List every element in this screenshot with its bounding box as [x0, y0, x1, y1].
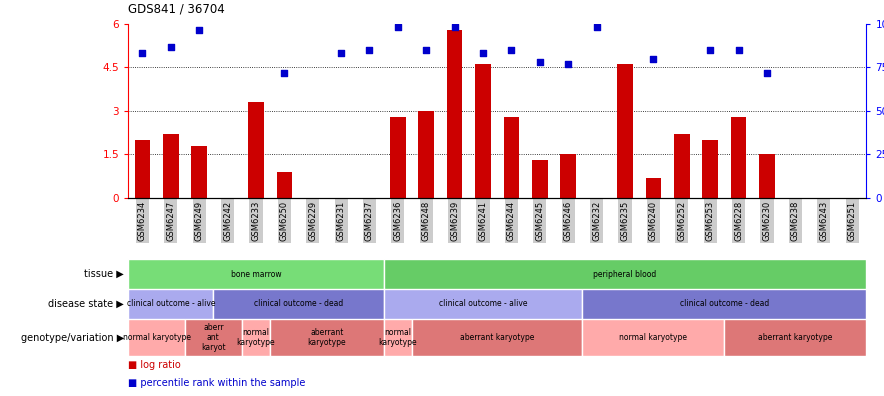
Bar — [418, 111, 434, 198]
Bar — [532, 160, 548, 198]
Bar — [248, 102, 263, 198]
Bar — [724, 319, 866, 356]
Bar — [446, 30, 462, 198]
Point — [561, 61, 575, 68]
Bar — [128, 289, 213, 319]
Point — [278, 70, 292, 76]
Text: GDS841 / 36704: GDS841 / 36704 — [128, 3, 225, 16]
Text: normal karyotype: normal karyotype — [620, 333, 688, 342]
Point — [391, 23, 405, 30]
Text: normal karyotype: normal karyotype — [123, 333, 191, 342]
Bar — [384, 319, 412, 356]
Bar — [213, 289, 384, 319]
Bar — [384, 289, 583, 319]
Text: clinical outcome - dead: clinical outcome - dead — [254, 299, 343, 308]
Bar — [412, 319, 583, 356]
Point — [646, 55, 660, 62]
Bar — [128, 259, 384, 289]
Bar — [128, 319, 185, 356]
Text: disease state ▶: disease state ▶ — [48, 299, 124, 309]
Point — [334, 50, 348, 56]
Text: normal
karyotype: normal karyotype — [378, 328, 417, 347]
Point — [447, 23, 461, 30]
Bar — [271, 319, 384, 356]
Bar — [617, 65, 633, 198]
Point — [590, 23, 604, 30]
Point — [703, 47, 717, 53]
Text: peripheral blood: peripheral blood — [593, 270, 657, 279]
Text: clinical outcome - alive: clinical outcome - alive — [438, 299, 527, 308]
Point — [476, 50, 490, 56]
Point — [192, 27, 206, 33]
Text: aberr
ant
karyot: aberr ant karyot — [201, 323, 225, 352]
Text: tissue ▶: tissue ▶ — [84, 269, 124, 279]
Bar — [759, 154, 774, 198]
Bar — [674, 134, 690, 198]
Text: ■ percentile rank within the sample: ■ percentile rank within the sample — [128, 378, 306, 388]
Text: aberrant
karyotype: aberrant karyotype — [308, 328, 347, 347]
Bar — [185, 319, 241, 356]
Point — [760, 70, 774, 76]
Text: genotype/variation ▶: genotype/variation ▶ — [20, 333, 124, 343]
Text: bone marrow: bone marrow — [231, 270, 281, 279]
Point — [533, 58, 547, 65]
Bar — [277, 172, 292, 198]
Point — [731, 47, 745, 53]
Bar — [703, 140, 718, 198]
Bar — [560, 154, 576, 198]
Point — [135, 50, 149, 56]
Text: aberrant karyotype: aberrant karyotype — [460, 333, 535, 342]
Bar — [583, 289, 866, 319]
Bar — [384, 259, 866, 289]
Bar — [163, 134, 179, 198]
Bar — [390, 117, 406, 198]
Text: normal
karyotype: normal karyotype — [237, 328, 275, 347]
Bar — [476, 65, 491, 198]
Bar — [583, 319, 724, 356]
Text: aberrant karyotype: aberrant karyotype — [758, 333, 833, 342]
Text: ■ log ratio: ■ log ratio — [128, 360, 181, 370]
Point — [362, 47, 377, 53]
Bar — [731, 117, 746, 198]
Bar — [241, 319, 271, 356]
Point — [505, 47, 519, 53]
Bar — [645, 178, 661, 198]
Text: clinical outcome - dead: clinical outcome - dead — [680, 299, 769, 308]
Bar — [134, 140, 150, 198]
Point — [164, 44, 178, 50]
Text: clinical outcome - alive: clinical outcome - alive — [126, 299, 215, 308]
Bar — [191, 146, 207, 198]
Bar — [504, 117, 519, 198]
Point — [419, 47, 433, 53]
